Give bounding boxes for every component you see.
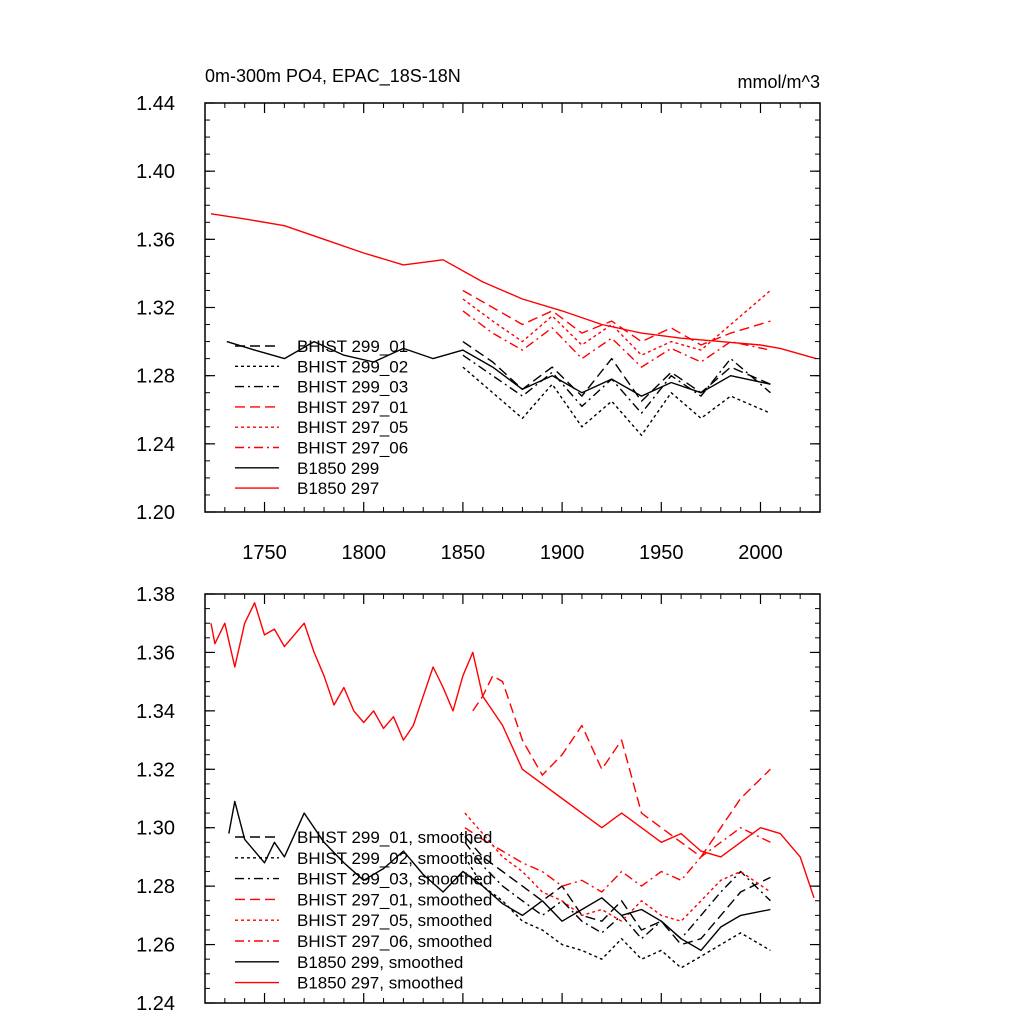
series-line-7	[210, 213, 817, 360]
legend-label: BHIST 297_05	[297, 418, 408, 437]
legend-label: BHIST 299_03, smoothed	[297, 870, 492, 889]
series-line-3	[472, 675, 771, 858]
y-tick-label: 1.40	[136, 161, 175, 183]
legend-label: BHIST 297_01, smoothed	[297, 890, 492, 909]
y-tick-label: 1.44	[136, 93, 175, 115]
series-line-6	[226, 340, 771, 397]
legend-label: BHIST 299_01, smoothed	[297, 828, 492, 847]
upper-axes: 1.20 1.24 1.28 1.32 1.36 1.40 1.44 1750 1800 1850…	[136, 93, 821, 564]
legend-label: BHIST 297_06	[297, 439, 408, 458]
x-tick-label: 1800	[341, 542, 386, 564]
y-tick-label: 1.30	[136, 818, 175, 840]
series-line-4	[462, 289, 771, 356]
lower-series-group	[210, 602, 815, 969]
units-label: mmol/m^3	[738, 72, 820, 92]
lower-axes: 1.24 1.26 1.28 1.30 1.32 1.34 1.36 1.38	[136, 584, 821, 1015]
series-line-3	[462, 289, 771, 346]
x-tick-label: 2000	[738, 542, 783, 564]
lower-plot: 1.24 1.26 1.28 1.30 1.32 1.34 1.36 1.38 BHIST 2…	[136, 584, 821, 1015]
y-tick-label: 1.24	[136, 993, 175, 1015]
legend-label: B1850 299, smoothed	[297, 953, 463, 972]
legend-label: BHIST 297_01	[297, 398, 408, 417]
series-line-5	[462, 310, 771, 368]
series-line-6	[228, 800, 771, 952]
y-tick-label: 1.36	[136, 229, 175, 251]
y-tick-label: 1.26	[136, 935, 175, 957]
series-line-5	[464, 827, 771, 893]
series-line-2	[464, 841, 771, 940]
y-tick-label: 1.24	[136, 434, 175, 456]
y-tick-label: 1.28	[136, 366, 175, 388]
legend-label: B1850 299	[297, 459, 379, 478]
legend-label: BHIST 299_01	[297, 337, 408, 356]
y-tick-label: 1.34	[136, 701, 175, 723]
y-tick-label: 1.38	[136, 584, 175, 606]
y-tick-label: 1.32	[136, 759, 175, 781]
lower-legend: BHIST 299_01, smoothed BHIST 299_02, smoo…	[235, 828, 492, 993]
y-tick-label: 1.20	[136, 502, 175, 524]
y-tick-label: 1.32	[136, 298, 175, 320]
legend-label: BHIST 299_02	[297, 357, 408, 376]
legend-label: BHIST 299_03	[297, 378, 408, 397]
series-line-1	[464, 856, 771, 969]
x-tick-label: 1850	[441, 542, 486, 564]
legend-label: B1850 297, smoothed	[297, 974, 463, 993]
upper-series-group	[210, 213, 817, 436]
y-tick-label: 1.28	[136, 876, 175, 898]
legend-label: B1850 297	[297, 479, 379, 498]
series-line-0	[462, 341, 771, 402]
series-line-0	[464, 836, 771, 946]
x-tick-label: 1950	[639, 542, 684, 564]
x-tick-label: 1900	[540, 542, 585, 564]
y-tick-label: 1.36	[136, 642, 175, 664]
legend-label: BHIST 299_02, smoothed	[297, 849, 492, 868]
x-tick-label: 1750	[242, 542, 287, 564]
series-line-7	[210, 602, 815, 899]
legend-label: BHIST 297_06, smoothed	[297, 932, 492, 951]
chart-title: 0m-300m PO4, EPAC_18S-18N	[205, 66, 461, 87]
legend-label: BHIST 297_05, smoothed	[297, 911, 492, 930]
upper-plot: 0m-300m PO4, EPAC_18S-18N mmol/m^3 1.201…	[136, 66, 821, 564]
